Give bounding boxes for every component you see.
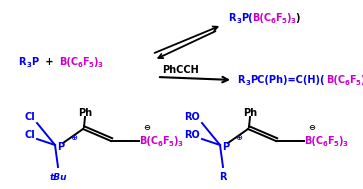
Text: B(C: B(C — [252, 13, 271, 23]
Text: B(C: B(C — [59, 57, 78, 67]
Text: ): ) — [338, 136, 343, 146]
Text: R: R — [219, 172, 227, 182]
Text: P: P — [31, 57, 38, 67]
Text: 3: 3 — [237, 18, 241, 24]
Text: 6: 6 — [158, 141, 163, 147]
Text: 3: 3 — [26, 62, 31, 68]
Text: P(: P( — [241, 13, 253, 23]
Text: B(C: B(C — [139, 136, 158, 146]
Text: ⊕: ⊕ — [235, 132, 242, 142]
Text: ): ) — [93, 57, 98, 67]
Text: F: F — [327, 136, 334, 146]
Text: RO: RO — [184, 112, 200, 122]
Text: Cl: Cl — [24, 130, 35, 140]
Text: 5: 5 — [356, 80, 361, 86]
Text: F: F — [162, 136, 169, 146]
Text: R: R — [237, 75, 245, 85]
Text: ⊖: ⊖ — [309, 122, 315, 132]
Text: 3: 3 — [178, 141, 183, 147]
Text: B(C: B(C — [326, 75, 345, 85]
Text: P: P — [57, 142, 64, 152]
Text: 6: 6 — [78, 62, 83, 68]
Text: ⊕: ⊕ — [70, 132, 77, 142]
Text: 3: 3 — [245, 80, 250, 86]
Text: ): ) — [360, 75, 363, 85]
Text: P: P — [222, 142, 229, 152]
Text: 5: 5 — [334, 141, 339, 147]
Text: F: F — [82, 57, 89, 67]
Text: Cl: Cl — [24, 112, 35, 122]
Text: 6: 6 — [323, 141, 328, 147]
Text: tBu: tBu — [49, 173, 67, 181]
Text: ): ) — [286, 13, 290, 23]
Text: F: F — [349, 75, 356, 85]
Text: 5: 5 — [89, 62, 94, 68]
Text: 5: 5 — [169, 141, 174, 147]
Text: Ph: Ph — [243, 108, 257, 118]
Text: PC(Ph)=C(H)(: PC(Ph)=C(H)( — [250, 75, 325, 85]
Text: R: R — [18, 57, 25, 67]
Text: 3: 3 — [291, 18, 296, 24]
Text: 6: 6 — [345, 80, 350, 86]
Text: R: R — [228, 13, 236, 23]
Text: ⊖: ⊖ — [143, 122, 151, 132]
Text: ): ) — [173, 136, 178, 146]
Text: B(C: B(C — [304, 136, 323, 146]
Text: ): ) — [295, 13, 299, 23]
Text: F: F — [275, 13, 282, 23]
Text: RO: RO — [184, 130, 200, 140]
Text: +: + — [42, 57, 57, 67]
Text: PhCCH: PhCCH — [162, 65, 199, 75]
Text: 3: 3 — [98, 62, 103, 68]
Text: 3: 3 — [343, 141, 348, 147]
Text: 6: 6 — [271, 18, 276, 24]
Text: Ph: Ph — [78, 108, 92, 118]
Text: 5: 5 — [282, 18, 287, 24]
